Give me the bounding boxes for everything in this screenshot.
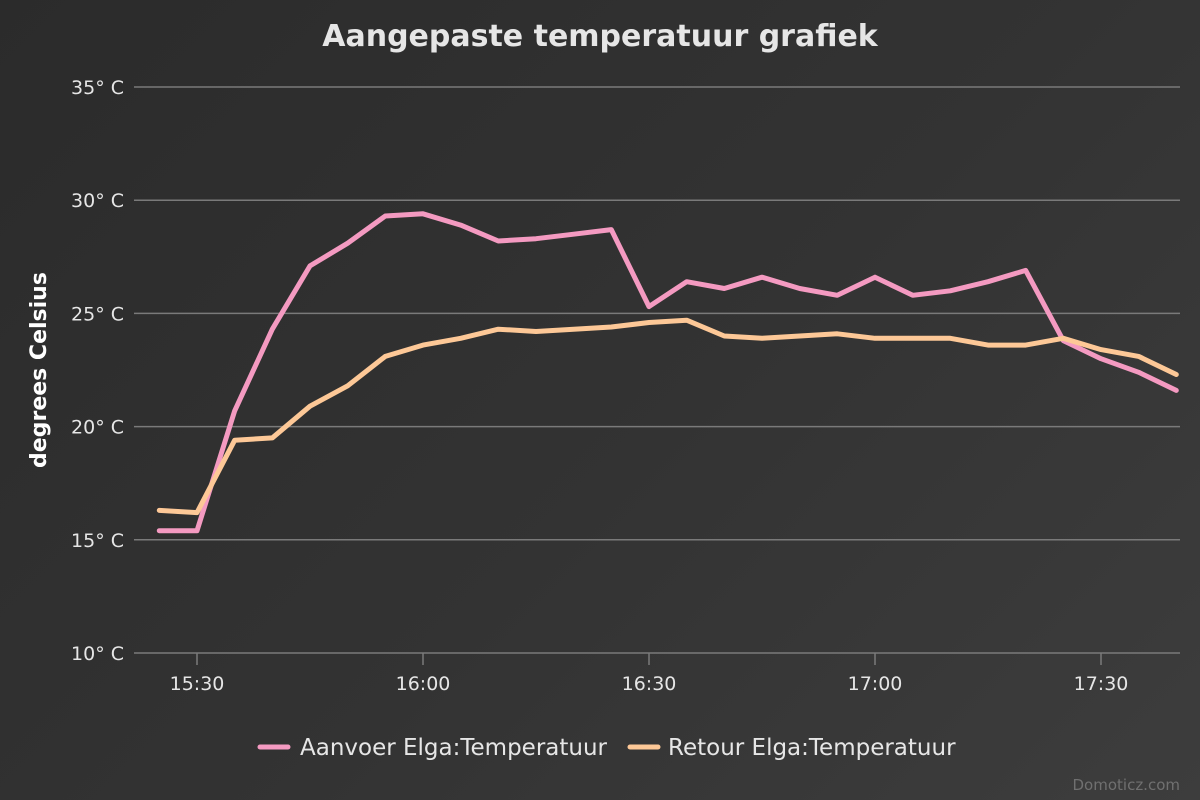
y-tick-label: 10° C: [71, 643, 124, 665]
x-axis-ticks: 15:30 16:00 16:30 17:00 17:30: [170, 653, 1129, 695]
y-tick-label: 35° C: [71, 77, 124, 99]
y-axis-ticks: 10° C 15° C 20° C 25° C 30° C 35° C: [71, 77, 124, 665]
credits-text[interactable]: Domoticz.com: [1073, 776, 1181, 794]
x-tick-label: 17:30: [1074, 673, 1129, 695]
y-axis-label: degrees Celsius: [27, 272, 52, 468]
x-tick-label: 16:30: [622, 673, 677, 695]
series-line-retour[interactable]: [156, 317, 1179, 516]
legend[interactable]: Aanvoer Elga:Temperatuur Retour Elga:Temp…: [257, 735, 956, 761]
y-tick-label: 25° C: [71, 303, 124, 325]
chart-title: Aangepaste temperatuur grafiek: [322, 19, 879, 54]
legend-item-label[interactable]: Aanvoer Elga:Temperatuur: [300, 735, 608, 761]
x-tick-label: 17:00: [848, 673, 903, 695]
y-tick-label: 15° C: [71, 530, 124, 552]
y-tick-label: 20° C: [71, 417, 124, 439]
series-lines: [156, 211, 1179, 534]
series-line-aanvoer[interactable]: [156, 211, 1179, 534]
grid-lines: [134, 86, 1180, 654]
legend-item-label[interactable]: Retour Elga:Temperatuur: [668, 735, 956, 761]
y-tick-label: 30° C: [71, 190, 124, 212]
x-tick-label: 16:00: [396, 673, 451, 695]
x-tick-label: 15:30: [170, 673, 225, 695]
